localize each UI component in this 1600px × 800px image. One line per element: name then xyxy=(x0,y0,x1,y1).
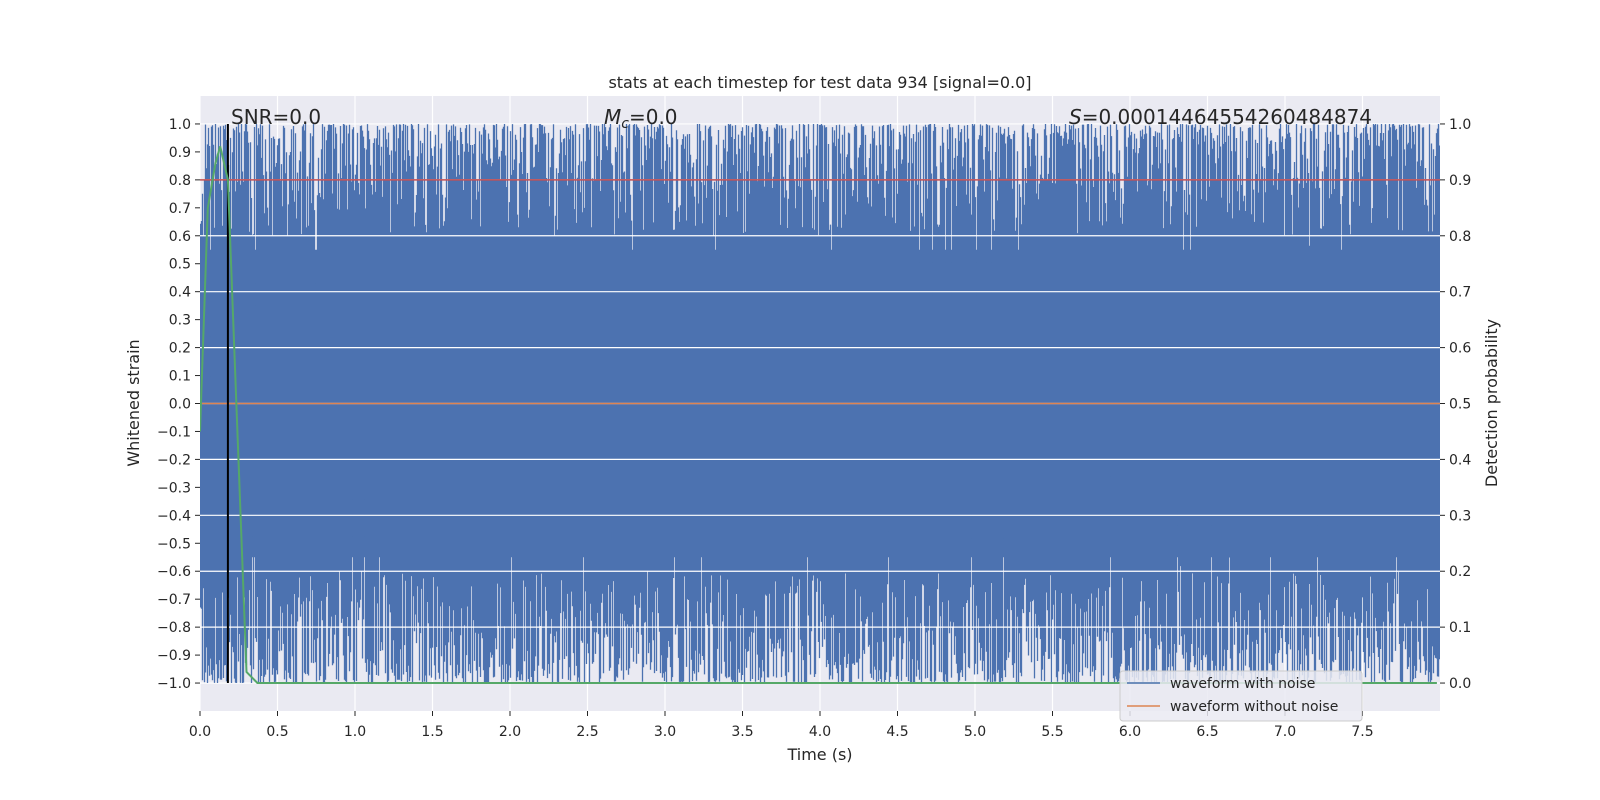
s-value: =0.00014464554260484874 xyxy=(1082,105,1372,129)
legend-label-clean: waveform without noise xyxy=(1170,699,1338,715)
chirp-mass-annotation: Mc=0.0 xyxy=(604,105,678,132)
x-axis-label: Time (s) xyxy=(786,745,852,764)
y-tick-label: 0.2 xyxy=(169,341,191,357)
y-tick-label: 0.4 xyxy=(169,285,191,301)
y2-tick-label: 0.0 xyxy=(1449,676,1471,692)
y2-tick-label: 0.2 xyxy=(1449,564,1471,580)
x-tick-label: 1.5 xyxy=(421,724,443,740)
mc-value: =0.0 xyxy=(629,105,678,129)
detection-probability-line xyxy=(200,146,1437,684)
x-tick-label: 6.5 xyxy=(1196,724,1218,740)
y-tick-label: −0.6 xyxy=(157,564,191,580)
y2-tick-label: 1.0 xyxy=(1449,117,1471,133)
x-tick-label: 6.0 xyxy=(1119,724,1141,740)
y-tick-label: −0.9 xyxy=(157,648,191,664)
y2-tick-label: 0.6 xyxy=(1449,341,1471,357)
y-tick-label: −1.0 xyxy=(157,676,191,692)
significance-annotation: S=0.00014464554260484874 xyxy=(1069,105,1372,129)
y2-tick-label: 0.5 xyxy=(1449,397,1471,413)
y-tick-label: 0.5 xyxy=(169,257,191,273)
y2-tick-label: 0.7 xyxy=(1449,285,1471,301)
legend-label-noise: waveform with noise xyxy=(1170,676,1315,692)
s-symbol: S xyxy=(1069,105,1082,129)
chart-title: stats at each timestep for test data 934… xyxy=(608,73,1031,92)
x-tick-label: 3.5 xyxy=(731,724,753,740)
x-tick-label: 2.0 xyxy=(499,724,521,740)
y-tick-label: −0.3 xyxy=(157,480,191,496)
x-axis-ticks: 0.0 0.5 1.0 1.5 2.0 2.5 3.0 3.5 4.0 4.5 5.0 5.5 6.0 6… xyxy=(189,711,1374,740)
y-tick-label: 1.0 xyxy=(169,117,191,133)
y2-tick-label: 0.8 xyxy=(1449,229,1471,245)
chart-marks xyxy=(200,123,1440,684)
y-tick-label: −0.5 xyxy=(157,536,191,552)
y-tick-label: 0.8 xyxy=(169,173,191,189)
y-tick-label: −0.8 xyxy=(157,620,191,636)
x-tick-label: 2.5 xyxy=(576,724,598,740)
y-tick-label: −0.7 xyxy=(157,592,191,608)
x-tick-label: 5.0 xyxy=(964,724,986,740)
y-tick-label: −0.4 xyxy=(157,508,191,524)
y-axis-label: Whitened strain xyxy=(124,339,143,466)
y-axis-ticks: 1.0 0.9 0.8 0.7 0.6 0.5 0.4 0.3 0.2 0.1 0.0 −0.1 −0.… xyxy=(157,117,200,692)
y-tick-label: 0.0 xyxy=(169,397,191,413)
x-tick-label: 5.5 xyxy=(1041,724,1063,740)
legend: waveform with noise waveform without noi… xyxy=(1119,670,1363,722)
y2-tick-label: 0.9 xyxy=(1449,173,1471,189)
snr-annotation: SNR=0.0 xyxy=(231,105,321,129)
y-tick-label: 0.6 xyxy=(169,229,191,245)
y2-tick-label: 0.4 xyxy=(1449,452,1471,468)
y-tick-label: 0.1 xyxy=(169,369,191,385)
y2-axis-label: Detection probability xyxy=(1482,319,1501,487)
x-tick-label: 7.0 xyxy=(1274,724,1296,740)
y2-tick-label: 0.1 xyxy=(1449,620,1471,636)
mc-symbol: M xyxy=(604,105,621,129)
x-tick-label: 4.5 xyxy=(886,724,908,740)
y2-axis-ticks: 1.0 0.9 0.8 0.7 0.6 0.5 0.4 0.3 0.2 0.1 0.0 xyxy=(1440,117,1471,692)
y-tick-label: 0.9 xyxy=(169,145,191,161)
x-tick-label: 3.0 xyxy=(654,724,676,740)
y-tick-label: −0.2 xyxy=(157,452,191,468)
x-tick-label: 1.0 xyxy=(344,724,366,740)
y2-tick-label: 0.3 xyxy=(1449,508,1471,524)
y-tick-label: 0.7 xyxy=(169,201,191,217)
y-tick-label: −0.1 xyxy=(157,424,191,440)
y-tick-label: 0.3 xyxy=(169,313,191,329)
legend-box xyxy=(1119,670,1363,722)
x-tick-label: 0.5 xyxy=(266,724,288,740)
mc-subscript: c xyxy=(621,116,629,132)
x-tick-label: 0.0 xyxy=(189,724,211,740)
x-tick-label: 7.5 xyxy=(1351,724,1373,740)
x-tick-label: 4.0 xyxy=(809,724,831,740)
